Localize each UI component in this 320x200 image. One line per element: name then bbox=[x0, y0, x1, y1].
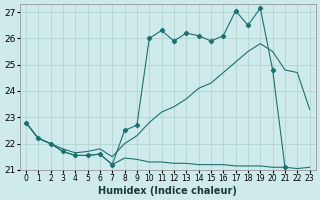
X-axis label: Humidex (Indice chaleur): Humidex (Indice chaleur) bbox=[98, 186, 237, 196]
